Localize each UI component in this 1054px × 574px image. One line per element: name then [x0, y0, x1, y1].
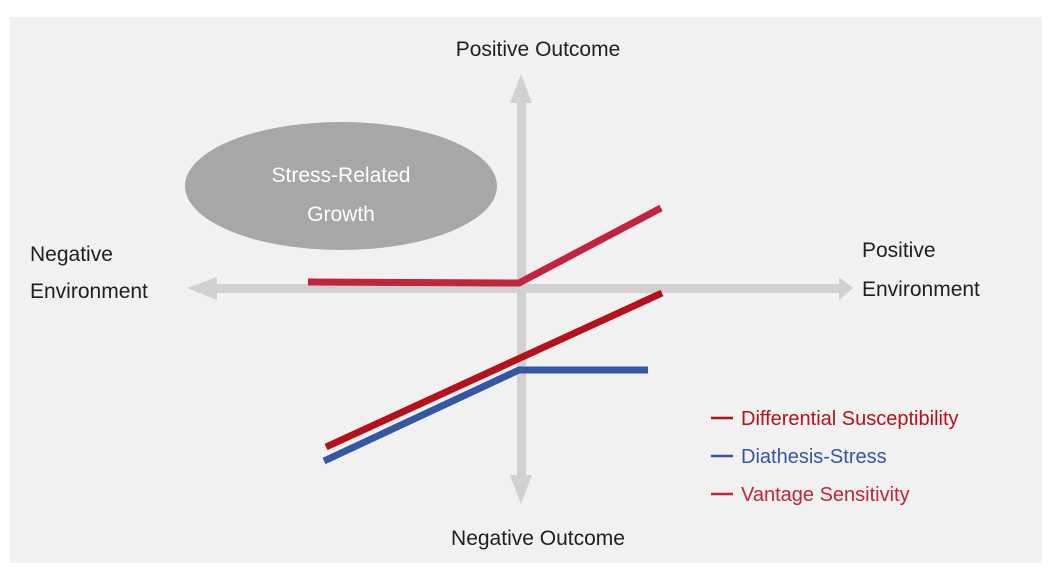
ellipse-label-line2: Growth	[307, 203, 375, 226]
positive-environment-label-line2: Environment	[862, 278, 980, 301]
legend-item-diathesis-stress: Diathesis-Stress	[711, 446, 887, 468]
negative-outcome-label: Negative Outcome	[451, 527, 625, 550]
negative-environment-label: Negative Environment	[30, 243, 148, 303]
down-arrowhead-icon	[510, 475, 532, 504]
positive-environment-label-line1: Positive	[862, 239, 936, 262]
legend: Differential Susceptibility Diathesis-St…	[711, 408, 959, 506]
differential-susceptibility-line	[324, 289, 664, 451]
positive-environment-label: Positive Environment	[862, 239, 980, 301]
right-arrowhead-icon	[839, 277, 853, 300]
horizontal-axis	[187, 277, 853, 300]
legend-item-vantage-sensitivity: Vantage Sensitivity	[711, 484, 910, 506]
left-arrowhead-icon	[187, 277, 217, 300]
horizontal-axis-shaft	[214, 284, 841, 293]
diathesis-stress-line	[322, 366, 648, 465]
stress-related-growth-ellipse: Stress-Related Growth	[185, 122, 497, 250]
legend-label-differential: Differential Susceptibility	[741, 408, 959, 430]
up-arrowhead-icon	[510, 74, 532, 103]
ellipse-label-line1: Stress-Related	[272, 164, 411, 187]
negative-environment-label-line1: Negative	[30, 243, 113, 266]
vantage-sensitivity-line	[307, 204, 663, 287]
negative-environment-label-line2: Environment	[30, 280, 148, 303]
legend-label-diathesis: Diathesis-Stress	[741, 446, 887, 468]
legend-item-differential-susceptibility: Differential Susceptibility	[711, 408, 959, 430]
legend-label-vantage: Vantage Sensitivity	[741, 484, 910, 506]
positive-outcome-label: Positive Outcome	[456, 38, 621, 61]
ellipse-shape	[185, 122, 497, 250]
